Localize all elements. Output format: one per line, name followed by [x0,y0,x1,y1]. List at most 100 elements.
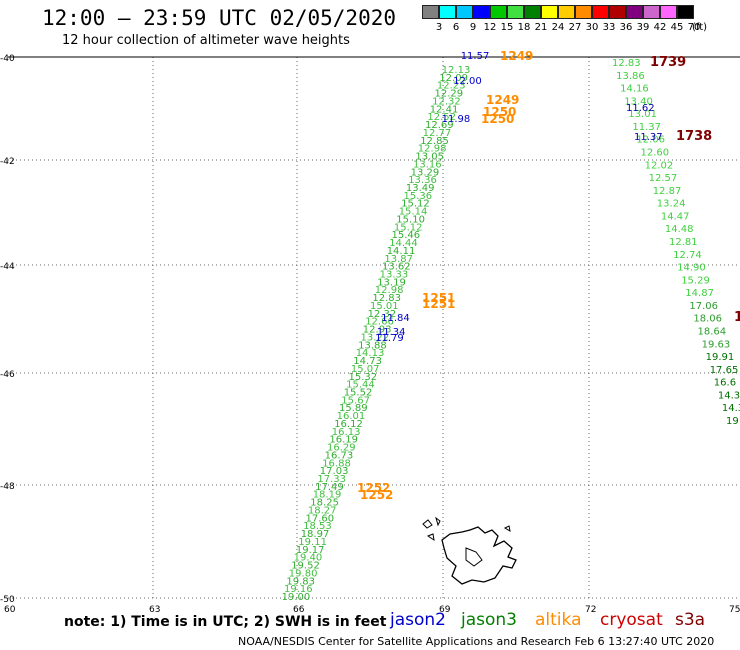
jason3-swh-label: 18.27 [308,506,337,517]
jason2-swh-label: 11.57 [461,51,490,62]
altika-swh-label: 1250 [483,105,516,119]
jason3-swh-label: 16.12 [334,419,363,430]
colorbar-label: 21 [534,22,548,33]
jason2-swh-label: 11.34 [377,327,406,338]
latitude-label: -44 [0,262,15,272]
longitude-label: 75 [729,605,740,615]
jason3-swh-label: 13.22 [361,332,390,343]
islet-4 [503,525,511,533]
jason3-swh-label: 14.11 [387,246,416,257]
jason3-swh-label: 13.19 [377,277,406,288]
jason3-east-swh-label: 17.65 [710,365,739,376]
jason3-swh-label: 15.46 [392,230,421,241]
jason3-east-swh-label: 12.87 [653,186,682,197]
jason3-east-swh-label: 14.3 [718,390,740,401]
altika-swh-label: 1251 [422,291,455,305]
jason3-swh-label: 16.73 [325,450,354,461]
jason2-east-swh-label: 11.62 [626,103,655,114]
colorbar-swatch [524,5,541,19]
jason3-swh-label: 15.44 [346,380,375,391]
jason3-swh-label: 16.19 [329,435,358,446]
latitude-label: -48 [0,482,15,492]
jason3-swh-label: 13.87 [384,254,413,265]
colorbar-label: 33 [602,22,616,33]
jason3-swh-label: 13.36 [408,175,437,186]
jason3-swh-label: 13.05 [415,152,444,163]
jason3-swh-label: 15.89 [339,403,368,414]
legend-note: note: 1) Time is in UTC; 2) SWH is in fe… [64,614,387,630]
jason3-swh-label: 19.11 [298,537,327,548]
longitude-label: 72 [585,605,596,615]
jason3-east-swh-label: 14.90 [677,263,706,274]
jason3-swh-label: 16.01 [337,411,366,422]
jason2-swh-label: 11.79 [375,333,404,344]
jason3-swh-label: 19.52 [291,561,320,572]
islet-1 [422,519,433,529]
legend-s3a: s3a [675,610,706,630]
colorbar-label: 36 [619,22,633,33]
colorbar-label: 18 [517,22,531,33]
jason3-swh-label: 15.32 [349,372,378,383]
cryosat-time-label: 1738 [676,129,712,144]
jason3-swh-label: 12.77 [423,128,452,139]
jason3-swh-label: 12.32 [368,309,397,320]
colorbar-swatch [439,5,456,19]
colorbar-label: 30 [585,22,599,33]
jason3-swh-label: 12.52 [427,112,456,123]
jason3-swh-label: 13.16 [413,159,442,170]
colorbar-swatch [677,5,694,19]
jason3-swh-label: 13.62 [382,262,411,273]
cryosat-time-label: 1 [734,310,740,325]
jason3-swh-label: 18.25 [310,498,339,509]
jason3-swh-label: 15.12 [401,199,430,210]
jason3-east-swh-label: 12.83 [612,58,641,69]
jason3-swh-label: 12.23 [437,81,466,92]
jason3-swh-label: 18.19 [313,490,342,501]
longitude-label: 66 [293,605,305,615]
jason3-swh-label: 13.49 [406,183,435,194]
jason3-east-swh-label: 13.01 [628,109,657,120]
jason3-swh-label: 19.17 [296,545,325,556]
jason3-east-swh-label: 14.3 [722,403,740,414]
jason2-swh-label: 12.00 [453,76,482,87]
colorbar-label: 12 [483,22,497,33]
jason3-swh-label: 12.32 [432,97,461,108]
jason3-east-swh-label: 12.06 [636,135,665,146]
jason3-east-swh-label: 12.81 [669,237,698,248]
altika-swh-label: 1252 [357,481,390,495]
islet-2 [435,516,441,527]
longitude-label: 63 [149,605,160,615]
jason3-swh-label: 16.29 [327,443,356,454]
colorbar-swatch [592,5,609,19]
jason3-east-swh-label: 16.6 [714,378,736,389]
jason3-swh-label: 19.83 [286,576,315,587]
cryosat-time-label: 1739 [650,55,686,70]
jason3-swh-label: 12.66 [365,317,394,328]
jason3-east-swh-label: 15.29 [681,275,710,286]
jason3-east-swh-label: 18.64 [698,327,727,338]
page-subtitle: 12 hour collection of altimeter wave hei… [62,33,350,48]
jason3-east-swh-label: 13.40 [624,96,653,107]
jason2-swh-label: 11.98 [442,114,471,125]
jason3-swh-label: 12.09 [439,73,468,84]
jason3-swh-label: 15.52 [344,388,373,399]
colorbar-swatch [473,5,490,19]
latitude-label: -50 [0,595,15,605]
latitude-label: -42 [0,157,15,167]
jason3-swh-label: 12.98 [375,285,404,296]
colorbar-label: 70 [687,22,701,33]
colorbar-swatch [558,5,575,19]
jason3-swh-label: 12.69 [425,120,454,131]
colorbar-swatch [609,5,626,19]
jason3-swh-label: 13.88 [358,340,387,351]
jason3-swh-label: 15.36 [404,191,433,202]
jason3-swh-label: 15.14 [399,207,428,218]
jason3-east-swh-label: 19.63 [702,339,731,350]
jason3-east-swh-label: 12.57 [649,173,678,184]
jason3-east-swh-label: 14.47 [661,211,690,222]
jason3-east-swh-label: 11.37 [632,122,661,133]
jason3-swh-label: 16.88 [322,458,351,469]
credit-line: NOAA/NESDIS Center for Satellite Applica… [238,635,715,648]
jason3-swh-label: 14.44 [389,238,418,249]
colorbar-label: 6 [452,22,460,33]
